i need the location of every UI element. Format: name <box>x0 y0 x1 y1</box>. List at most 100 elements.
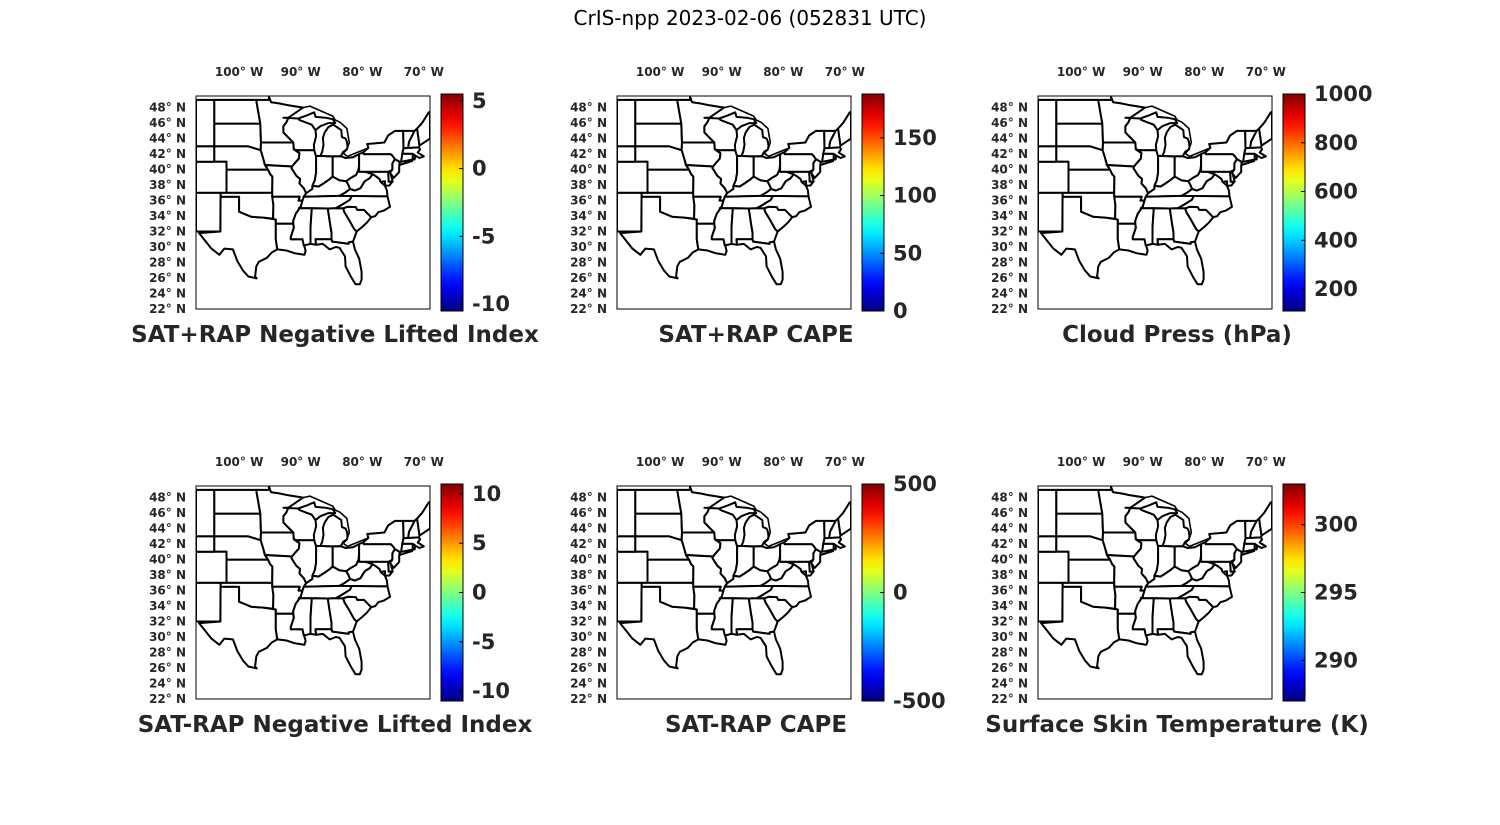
lon-tick-label: 90° W <box>1123 455 1163 469</box>
state-michiganup <box>1139 501 1179 522</box>
colorbar-tick-label: 5 <box>472 531 487 555</box>
state-connecticut <box>400 152 414 163</box>
lat-tick-label: 42° N <box>991 537 1028 551</box>
lon-tick-label: 100° W <box>636 65 684 79</box>
lat-tick-label: 46° N <box>570 116 607 130</box>
state-michiganlp <box>1161 123 1191 158</box>
panel-title: SAT-RAP Negative Lifted Index <box>137 712 533 738</box>
map-panel-cloud-press: 100° W 90° W 80° W 70° W 48° N 46° N 44° N 42° … <box>942 65 1412 348</box>
state-mississippi <box>1131 205 1155 247</box>
international-border <box>1038 96 1272 158</box>
state-florida <box>314 238 363 286</box>
state-florida <box>735 238 784 286</box>
map-panel-sat-minus-rap-nli: 100° W 90° W 80° W 70° W 48° N 46° N 44° N 42° … <box>100 455 570 738</box>
lat-tick-label: 36° N <box>570 584 607 598</box>
lat-tick-label: 40° N <box>149 553 186 567</box>
state-colorado <box>196 550 228 584</box>
lat-tick-label: 48° N <box>149 491 186 505</box>
state-michiganlp <box>740 123 770 158</box>
state-connecticut <box>821 152 835 163</box>
state-montana <box>196 98 216 148</box>
state-kansas <box>646 168 695 194</box>
lat-tick-label: 32° N <box>149 225 186 239</box>
lat-tick-label: 22° N <box>991 692 1028 706</box>
state-wyoming <box>617 535 637 553</box>
map-plot: 100° W 90° W 80° W 70° W 48° N46° N 44° N42° … <box>149 455 510 706</box>
lon-tick-label: 80° W <box>1184 65 1224 79</box>
lat-tick-label: 22° N <box>991 302 1028 316</box>
lat-tick-label: 28° N <box>570 646 607 660</box>
colorbar-tick-label: 0 <box>472 581 487 605</box>
lat-tick-label: 22° N <box>570 302 607 316</box>
colorbar-tick-label: 500 <box>893 472 937 496</box>
state-michiganlp <box>740 513 770 548</box>
state-wyoming <box>617 145 637 163</box>
lat-tick-label: 42° N <box>570 537 607 551</box>
state-michiganlp <box>319 513 349 548</box>
lat-tick-label: 44° N <box>149 132 186 146</box>
lat-tick-label: 48° N <box>149 101 186 115</box>
state-wyoming <box>1038 145 1058 163</box>
state-colorado <box>1038 550 1070 584</box>
lat-tick-label: 38° N <box>149 568 186 582</box>
state-southdakota <box>634 122 683 152</box>
lat-tick-label: 22° N <box>149 692 186 706</box>
colorbar-tick-label: 290 <box>1314 648 1358 672</box>
figure-title: CrIS-npp 2023-02-06 (052831 UTC) <box>573 6 927 30</box>
lat-tick-label: 28° N <box>149 256 186 270</box>
lat-tick-label: 28° N <box>991 646 1028 660</box>
map-plot: 100° W 90° W 80° W 70° W 48° N46° N 44° N42° … <box>149 65 510 316</box>
state-kansas <box>1067 168 1116 194</box>
lat-tick-label: 46° N <box>149 116 186 130</box>
state-southdakota <box>1055 122 1104 152</box>
lat-tick-label: 28° N <box>991 256 1028 270</box>
state-kansas <box>225 558 274 584</box>
state-colorado <box>1038 160 1070 194</box>
state-connecticut <box>821 542 835 553</box>
lat-tick-label: 34° N <box>991 599 1028 613</box>
lon-tick-label: 100° W <box>1057 455 1105 469</box>
state-northcarolina <box>755 194 812 219</box>
colorbar-tick-label: 295 <box>1314 581 1358 605</box>
state-colorado <box>617 550 649 584</box>
colorbar-tick-label: 100 <box>893 184 937 208</box>
lat-tick-label: 24° N <box>570 677 607 691</box>
lat-tick-label: 30° N <box>991 240 1028 254</box>
lat-tick-label: 32° N <box>149 615 186 629</box>
state-newmexico <box>1038 191 1064 233</box>
colorbar-tick-label: 1000 <box>1314 82 1372 106</box>
lat-tick-label: 38° N <box>149 178 186 192</box>
state-kansas <box>1067 558 1116 584</box>
state-newmexico <box>1038 581 1064 623</box>
colorbar-tick-label: 300 <box>1314 513 1358 537</box>
lon-tick-label: 100° W <box>1057 65 1105 79</box>
state-michiganup <box>297 501 337 522</box>
state-northcarolina <box>334 194 391 219</box>
state-rhodeisland <box>411 542 417 551</box>
state-northcarolina <box>1176 194 1233 219</box>
lat-tick-label: 48° N <box>570 101 607 115</box>
state-michiganup <box>297 111 337 132</box>
lat-tick-label: 26° N <box>570 661 607 675</box>
colorbar-tick-label: -10 <box>472 292 510 316</box>
lon-tick-label: 90° W <box>281 455 321 469</box>
state-wyoming <box>1038 535 1058 553</box>
state-kansas <box>646 558 695 584</box>
lat-tick-label: 24° N <box>570 287 607 301</box>
state-mississippi <box>710 205 734 247</box>
state-connecticut <box>1242 542 1256 553</box>
state-southdakota <box>634 512 683 542</box>
state-northdakota <box>1055 98 1104 125</box>
lat-tick-label: 40° N <box>991 553 1028 567</box>
state-florida <box>314 628 363 676</box>
lon-tick-label: 90° W <box>702 455 742 469</box>
map-plot: 100° W 90° W 80° W 70° W 48° N46° N 44° N42° … <box>991 65 1372 316</box>
state-kansas <box>225 168 274 194</box>
colorbar-tick-label: 0 <box>893 299 908 323</box>
lat-tick-label: 44° N <box>570 132 607 146</box>
state-connecticut <box>400 542 414 553</box>
lat-tick-label: 36° N <box>149 194 186 208</box>
state-northcarolina <box>334 584 391 609</box>
lon-tick-label: 70° W <box>825 65 865 79</box>
colorbar <box>440 93 464 312</box>
